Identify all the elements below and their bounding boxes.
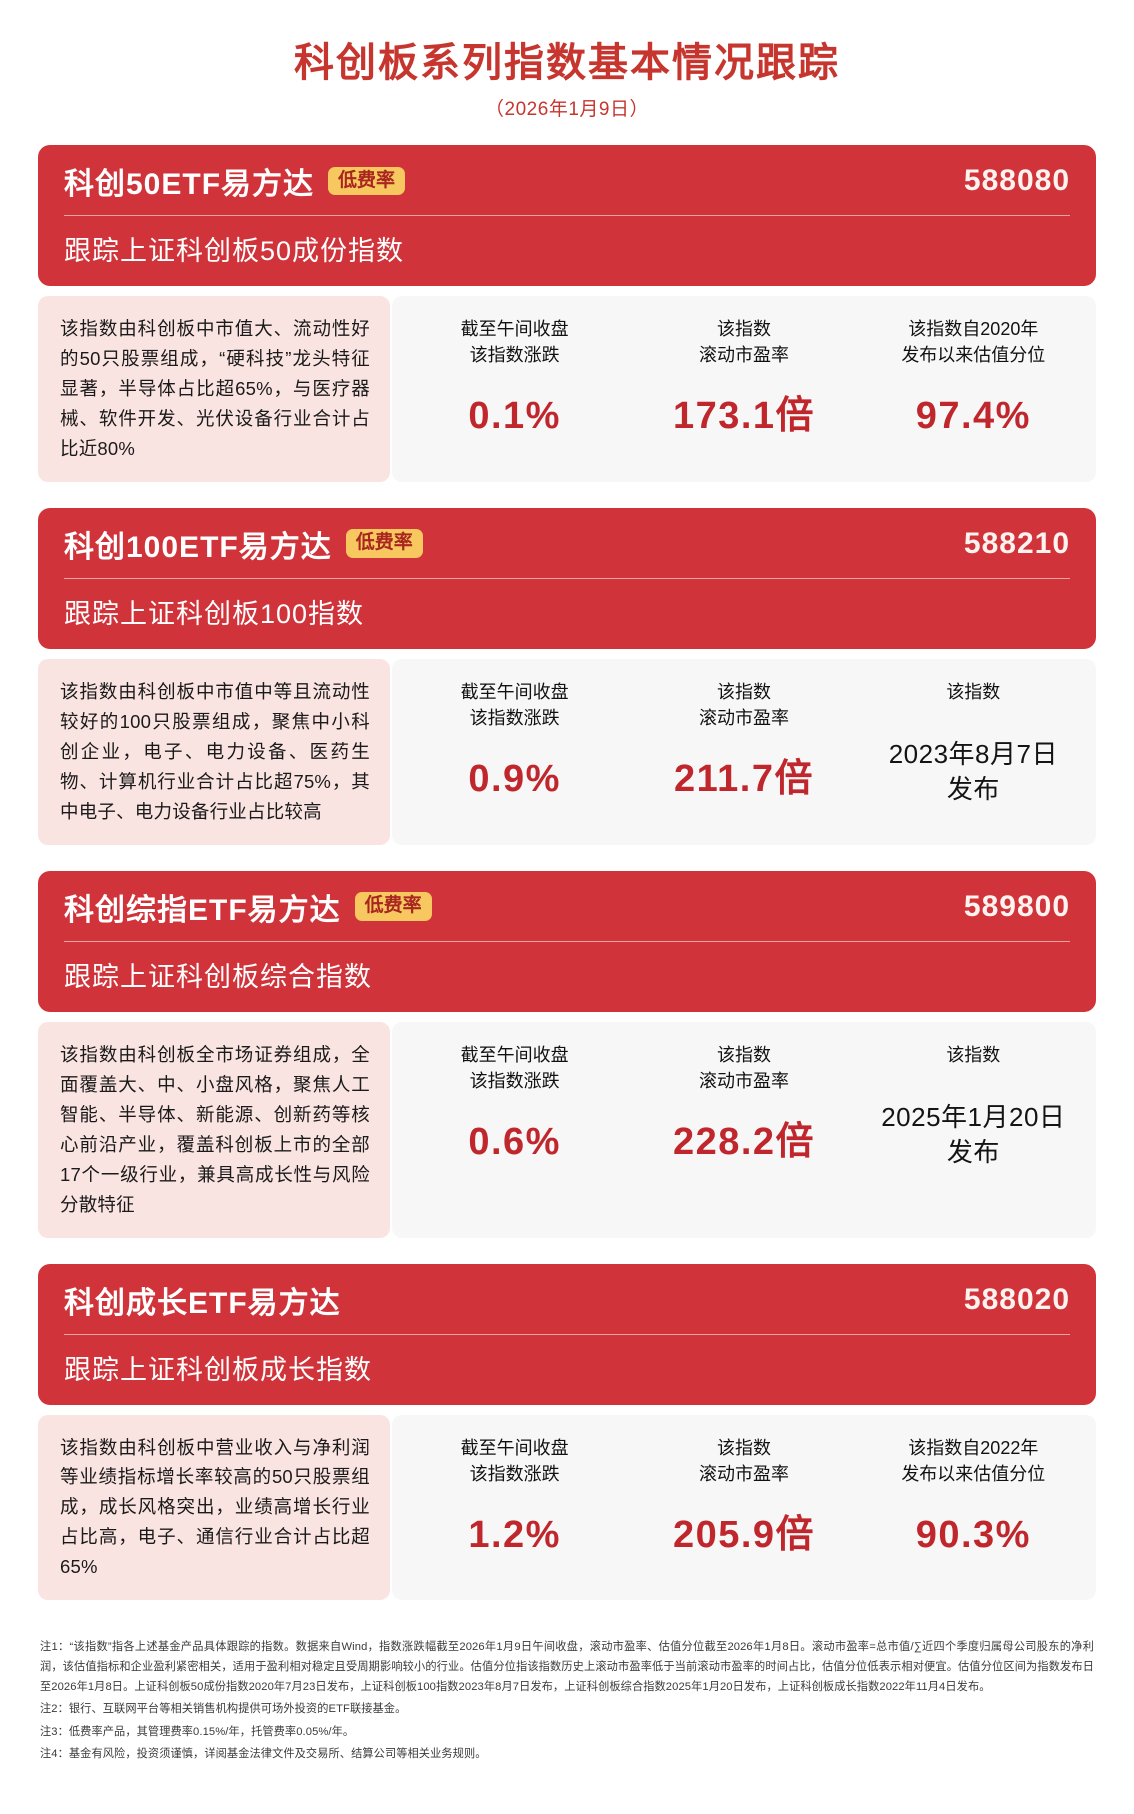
index-description-text: 该指数由科创板中市值中等且流动性较好的100只股票组成，聚焦中小科创企业，电子、…: [60, 680, 370, 822]
fund-name: 科创100ETF易方达: [64, 530, 332, 564]
fund-card-header-top: 科创100ETF易方达 低费率 588210: [64, 522, 1070, 578]
fund-card[interactable]: 科创50ETF易方达 低费率 588080 跟踪上证科创板50成份指数该指数由科创板中…: [38, 145, 1096, 482]
stat-label: 该指数: [946, 1044, 1001, 1065]
low-fee-badge: 低费率: [354, 892, 432, 922]
index-description-text: 该指数由科创板中营业收入与净利润等业绩指标增长率较高的50只股票组成，成长风格突…: [60, 1436, 370, 1578]
stat-label: 截至午间收盘 该指数涨跌: [460, 319, 569, 366]
header-divider: [64, 1333, 1070, 1335]
tracked-index-name: 跟踪上证科创板综合指数: [64, 961, 372, 992]
stat-column: 该指数 2023年8月7日 发布: [859, 679, 1088, 807]
index-description-box: 该指数由科创板中营业收入与净利润等业绩指标增长率较高的50只股票组成，成长风格突…: [38, 1414, 390, 1601]
stat-value: 228.2倍: [672, 1120, 816, 1163]
stat-value: 0.1%: [468, 395, 561, 438]
footnotes-section: 注1：“该指数”指各上述基金产品具体跟踪的指数。数据来自Wind，指数涨跌幅截至…: [0, 1626, 1134, 1794]
index-stats-panel: 截至午间收盘 该指数涨跌 1.2% 该指数 滚动市盈率 205.9倍 该指数自2022年…: [392, 1414, 1096, 1601]
stat-label: 截至午间收盘 该指数涨跌: [460, 1437, 569, 1484]
stat-label: 截至午间收盘 该指数涨跌: [460, 1044, 569, 1091]
header-divider: [64, 577, 1070, 579]
fund-code: 588210: [963, 526, 1070, 560]
stat-value: 173.1倍: [672, 395, 816, 438]
fund-identity-group: 科创50ETF易方达 低费率: [64, 159, 406, 203]
fund-card-body: 该指数由科创板中市值中等且流动性较好的100只股票组成，聚焦中小科创企业，电子、…: [38, 658, 1096, 845]
fund-name: 科创综指ETF易方达: [64, 893, 341, 927]
fund-card[interactable]: 科创综指ETF易方达 低费率 589800 跟踪上证科创板综合指数该指数由科创板全市场…: [38, 870, 1096, 1238]
stat-label: 该指数 滚动市盈率: [698, 319, 789, 366]
fund-card-header: 科创成长ETF易方达 588020 跟踪上证科创板成长指数: [38, 1263, 1096, 1405]
stat-value: 205.9倍: [672, 1513, 816, 1556]
fund-card-header: 科创100ETF易方达 低费率 588210 跟踪上证科创板100指数: [38, 507, 1096, 649]
stat-value: 211.7倍: [673, 758, 814, 801]
fund-card-body: 该指数由科创板中市值大、流动性好的50只股票组成，“硬科技”龙头特征显著，半导体…: [38, 296, 1096, 482]
low-fee-badge: 低费率: [328, 166, 406, 196]
fund-card-body: 该指数由科创板全市场证券组成，全面覆盖大、中、小盘风格，聚焦人工智能、半导体、新…: [38, 1021, 1096, 1238]
header-divider: [64, 215, 1070, 216]
tracked-index-name: 跟踪上证科创板成长指数: [64, 1354, 372, 1385]
index-stats-panel: 截至午间收盘 该指数涨跌 0.1% 该指数 滚动市盈率 173.1倍 该指数自2020年…: [392, 296, 1096, 482]
footnote: 注2：银行、互联网平台等相关销售机构提供可场外投资的ETF联接基金。: [40, 1703, 407, 1716]
footnote: 注4：基金有风险，投资须谨慎，详阅基金法律文件及交易所、结算公司等相关业务规则。: [40, 1748, 487, 1761]
page-title: 科创板系列指数基本情况跟踪: [294, 41, 840, 85]
footnote: 注3：低费率产品，其管理费率0.15%/年，托管费率0.05%/年。: [40, 1725, 355, 1738]
stat-column: 该指数自2022年 发布以来估值分位 90.3%: [859, 1435, 1088, 1559]
index-description-text: 该指数由科创板全市场证券组成，全面覆盖大、中、小盘风格，聚焦人工智能、半导体、新…: [60, 1043, 370, 1215]
fund-card[interactable]: 科创成长ETF易方达 588020 跟踪上证科创板成长指数该指数由科创板中营业收入与…: [38, 1263, 1096, 1601]
fund-card-header-top: 科创综指ETF易方达 低费率 589800: [64, 885, 1070, 941]
fund-identity-group: 科创综指ETF易方达 低费率: [64, 885, 432, 929]
page-subtitle-date: （2026年1月9日）: [485, 99, 649, 120]
fund-card[interactable]: 科创100ETF易方达 低费率 588210 跟踪上证科创板100指数该指数由科创板中…: [38, 507, 1096, 845]
index-description-box: 该指数由科创板中市值中等且流动性较好的100只股票组成，聚焦中小科创企业，电子、…: [38, 658, 390, 845]
fund-card-body: 该指数由科创板中营业收入与净利润等业绩指标增长率较高的50只股票组成，成长风格突…: [38, 1414, 1096, 1601]
stat-label: 该指数自2022年 发布以来估值分位: [901, 1437, 1046, 1484]
fund-code: 588080: [963, 164, 1070, 197]
stat-label: 该指数 滚动市盈率: [698, 1437, 789, 1484]
stat-value: 97.4%: [915, 395, 1031, 438]
fund-card-header: 科创综指ETF易方达 低费率 589800 跟踪上证科创板综合指数: [38, 870, 1096, 1012]
stat-value: 2023年8月7日 发布: [888, 738, 1058, 805]
stat-value: 0.6%: [468, 1120, 561, 1163]
low-fee-badge: 低费率: [345, 529, 423, 559]
stat-column: 截至午间收盘 该指数涨跌 0.6%: [400, 1042, 629, 1166]
index-stats-panel: 截至午间收盘 该指数涨跌 0.6% 该指数 滚动市盈率 228.2倍 该指数 2025年1…: [392, 1021, 1096, 1238]
fund-name: 科创成长ETF易方达: [64, 1286, 341, 1320]
stat-column: 截至午间收盘 该指数涨跌 0.9%: [400, 679, 629, 803]
fund-cards-list: 科创50ETF易方达 低费率 588080 跟踪上证科创板50成份指数 该指数由科创板中…: [0, 127, 1134, 1601]
fund-name: 科创50ETF易方达: [64, 168, 315, 201]
fund-code: 588020: [963, 1282, 1070, 1316]
tracked-index-name: 跟踪上证科创板100指数: [64, 598, 365, 629]
fund-identity-group: 科创成长ETF易方达: [64, 1278, 341, 1322]
stat-label: 该指数 滚动市盈率: [698, 681, 789, 728]
stat-column: 该指数 滚动市盈率 173.1倍: [629, 316, 858, 440]
stat-value: 1.2%: [468, 1513, 561, 1556]
stat-column: 该指数 滚动市盈率 211.7倍: [629, 679, 858, 803]
stat-column: 截至午间收盘 该指数涨跌 0.1%: [400, 316, 629, 440]
index-stats-panel: 截至午间收盘 该指数涨跌 0.9% 该指数 滚动市盈率 211.7倍 该指数 2023年8…: [392, 658, 1096, 845]
stat-label: 截至午间收盘 该指数涨跌: [460, 681, 569, 728]
fund-card-header-top: 科创成长ETF易方达 588020: [64, 1278, 1070, 1334]
stat-column: 该指数 滚动市盈率 205.9倍: [629, 1435, 858, 1559]
index-description-box: 该指数由科创板中市值大、流动性好的50只股票组成，“硬科技”龙头特征显著，半导体…: [38, 296, 390, 482]
fund-identity-group: 科创100ETF易方达 低费率: [64, 522, 423, 566]
stat-value: 90.3%: [915, 1513, 1031, 1556]
stat-value: 2025年1月20日 发布: [881, 1101, 1066, 1167]
header-divider: [64, 940, 1070, 942]
stat-column: 该指数 2025年1月20日 发布: [859, 1042, 1088, 1170]
stat-label: 该指数自2020年 发布以来估值分位: [901, 319, 1046, 366]
footnote: 注1：“该指数”指各上述基金产品具体跟踪的指数。数据来自Wind，指数涨跌幅截至…: [40, 1641, 1094, 1693]
fund-code: 589800: [963, 889, 1070, 923]
stat-column: 该指数 滚动市盈率 228.2倍: [629, 1042, 858, 1166]
stat-column: 截至午间收盘 该指数涨跌 1.2%: [400, 1435, 629, 1559]
page-header: 科创板系列指数基本情况跟踪 （2026年1月9日）: [0, 0, 1134, 127]
stat-value: 0.9%: [468, 758, 561, 801]
fund-card-header: 科创50ETF易方达 低费率 588080 跟踪上证科创板50成份指数: [38, 145, 1096, 286]
fund-card-header-top: 科创50ETF易方达 低费率 588080: [64, 159, 1070, 215]
stat-label: 该指数: [946, 681, 1001, 702]
tracked-index-name: 跟踪上证科创板50成份指数: [64, 236, 405, 266]
stat-column: 该指数自2020年 发布以来估值分位 97.4%: [859, 316, 1088, 440]
index-description-box: 该指数由科创板全市场证券组成，全面覆盖大、中、小盘风格，聚焦人工智能、半导体、新…: [38, 1021, 390, 1238]
index-description-text: 该指数由科创板中市值大、流动性好的50只股票组成，“硬科技”龙头特征显著，半导体…: [60, 318, 370, 459]
stat-label: 该指数 滚动市盈率: [698, 1044, 789, 1091]
